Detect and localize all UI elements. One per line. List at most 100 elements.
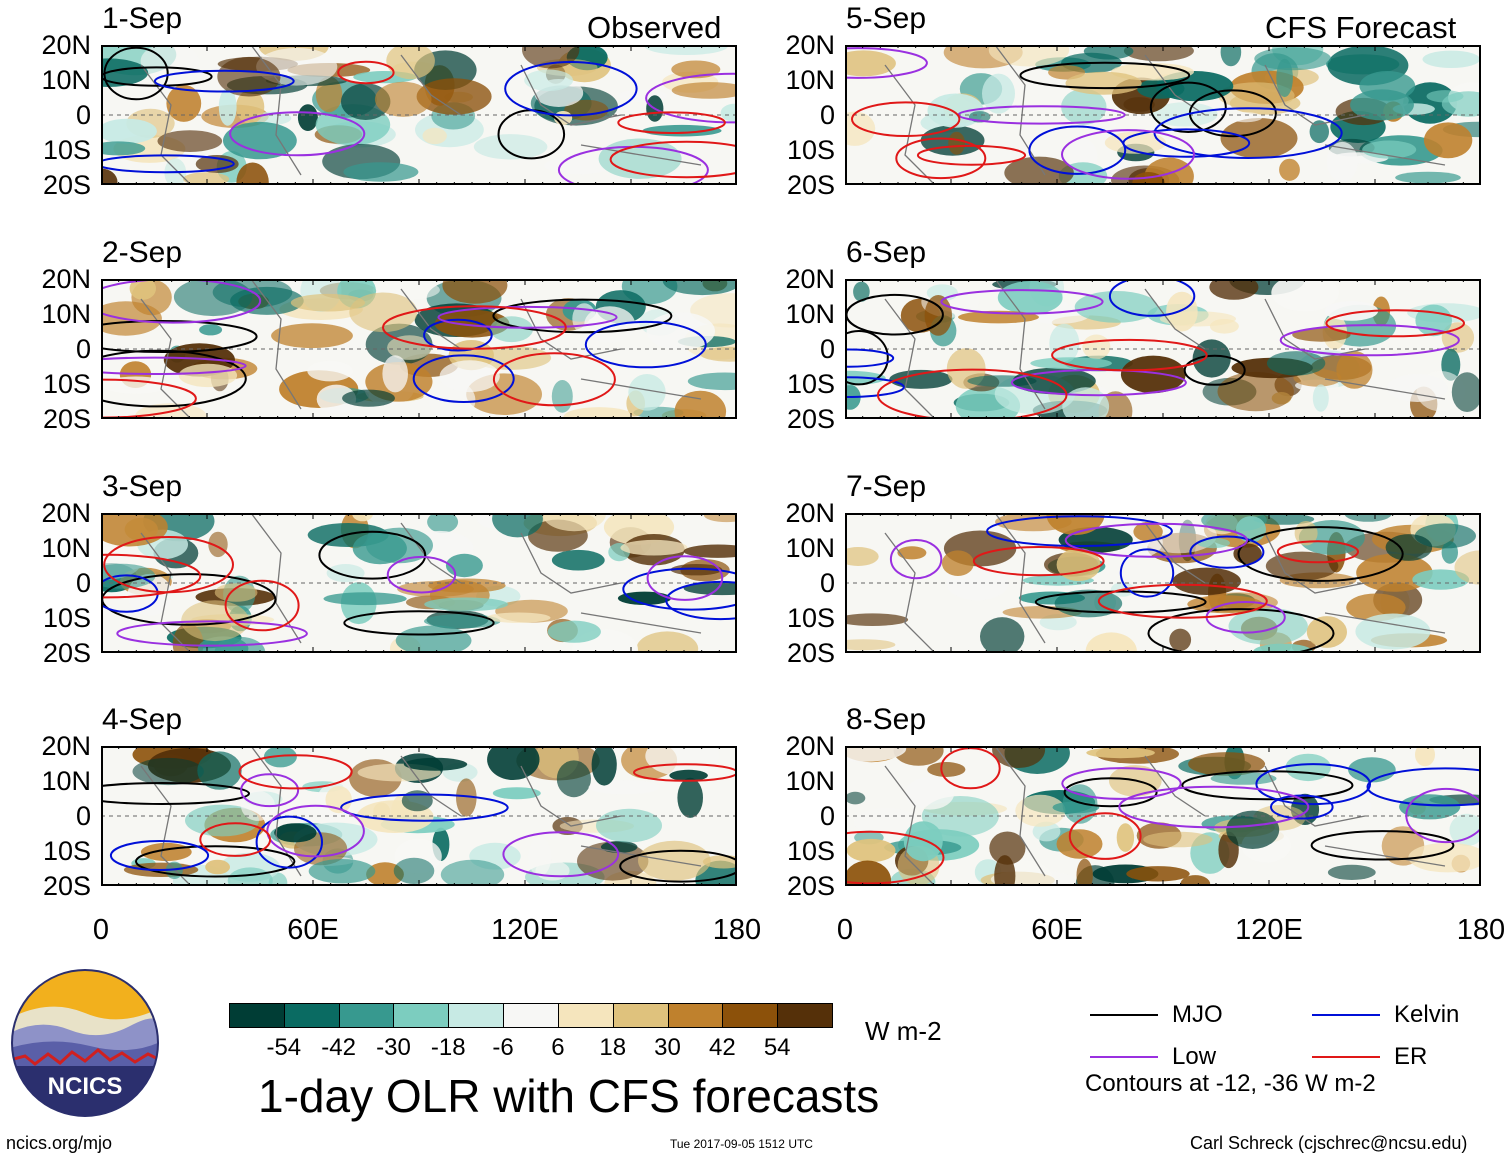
- panel-title-0-2: 3-Sep: [102, 470, 183, 503]
- legend-line-low: [1090, 1056, 1158, 1058]
- contour-kelvin: [1028, 125, 1127, 175]
- legend-label-er: ER: [1394, 1043, 1428, 1070]
- y-tick-1-3-1: 10N: [785, 766, 835, 796]
- olr-anomaly: [1326, 141, 1358, 182]
- olr-anomaly: [620, 539, 688, 556]
- colorbar-label: 54: [763, 1034, 791, 1061]
- y-tick-0-2-0: 20N: [41, 498, 91, 528]
- olr-anomaly: [989, 831, 1026, 865]
- olr-anomaly: [845, 547, 879, 566]
- olr-anomaly: [1030, 357, 1112, 370]
- y-tick-1-0-3: 10S: [786, 135, 835, 165]
- footer-author: Carl Schreck (cjschrec@ncsu.edu): [1190, 1133, 1468, 1153]
- olr-anomaly: [1120, 355, 1186, 394]
- y-tick-0-3-1: 10N: [41, 766, 91, 796]
- olr-anomaly: [992, 746, 1046, 768]
- olr-anomaly: [1218, 82, 1295, 109]
- olr-anomaly: [393, 857, 435, 884]
- contour-er: [224, 579, 300, 632]
- contour-er: [940, 747, 1001, 790]
- olr-anomaly: [1395, 171, 1461, 184]
- olr-anomaly: [845, 639, 896, 651]
- olr-anomaly: [596, 808, 662, 843]
- olr-anomaly: [101, 168, 118, 185]
- contour-kelvin: [255, 815, 324, 869]
- y-tick-0-1-2: 0: [75, 334, 91, 364]
- olr-anomaly: [889, 369, 953, 389]
- olr-anomaly: [1056, 829, 1103, 859]
- olr-anomaly: [584, 306, 636, 343]
- contour-er: [1068, 812, 1142, 860]
- olr-anomaly: [1159, 311, 1236, 327]
- olr-anomaly: [241, 790, 275, 821]
- olr-anomaly: [185, 804, 259, 837]
- contour-er: [617, 111, 726, 134]
- olr-anomaly: [307, 360, 354, 382]
- olr-anomaly: [903, 821, 943, 862]
- olr-anomaly: [1426, 90, 1464, 103]
- olr-anomaly: [927, 762, 966, 777]
- olr-anomaly: [427, 513, 459, 533]
- contour-mjo: [845, 330, 889, 386]
- panel-title-0-0: 1-Sep: [102, 2, 183, 35]
- olr-anomaly: [1123, 45, 1194, 62]
- y-tick-1-0-0: 20N: [785, 30, 835, 60]
- olr-anomaly: [456, 778, 477, 817]
- y-tick-1-1-4: 20S: [786, 404, 835, 434]
- olr-anomaly: [528, 837, 552, 877]
- olr-anomaly: [846, 838, 896, 863]
- olr-anomaly: [323, 592, 407, 606]
- contour-mjo: [492, 298, 673, 334]
- olr-anomaly: [387, 335, 433, 360]
- column-title-1: CFS Forecast: [1265, 10, 1457, 45]
- olr-anomaly: [542, 513, 606, 532]
- olr-anomaly: [471, 345, 552, 370]
- contour-kelvin: [622, 567, 737, 611]
- y-tick-1-1-3: 10S: [786, 369, 835, 399]
- olr-anomaly: [845, 791, 866, 805]
- olr-anomaly: [487, 746, 540, 780]
- olr-anomaly: [492, 787, 541, 800]
- contour-low: [240, 773, 300, 808]
- olr-map-0-3: [101, 746, 737, 886]
- contour-low: [101, 356, 247, 375]
- y-tick-1-0-2: 0: [819, 100, 835, 130]
- olr-anomaly: [1104, 131, 1166, 154]
- olr-anomaly: [157, 130, 223, 152]
- contour-kelvin: [584, 320, 707, 369]
- olr-anomaly: [473, 134, 548, 160]
- olr-map-1-3: [845, 746, 1481, 886]
- olr-anomaly: [199, 324, 223, 336]
- olr-anomaly: [366, 527, 433, 564]
- contour-er: [845, 830, 945, 885]
- olr-anomaly: [173, 279, 253, 317]
- y-tick-0-2-2: 0: [75, 568, 91, 598]
- y-tick-0-1-0: 20N: [41, 264, 91, 294]
- olr-anomaly: [101, 118, 157, 144]
- contour-kelvin: [1153, 107, 1343, 159]
- olr-anomaly: [636, 631, 699, 653]
- coastline: [884, 746, 1446, 886]
- contour-kelvin: [1270, 794, 1334, 820]
- olr-anomaly: [205, 859, 230, 875]
- x-tick-1-0: 0: [836, 914, 854, 946]
- olr-anomaly: [980, 617, 1025, 653]
- colorbar-label: -6: [492, 1034, 514, 1061]
- contour-kelvin: [665, 580, 737, 621]
- units-label: W m-2: [865, 1016, 942, 1046]
- contour-low: [116, 620, 308, 647]
- olr-anomaly: [101, 301, 162, 336]
- olr-anomaly: [132, 757, 204, 786]
- olr-anomaly: [290, 293, 365, 312]
- coastline: [140, 513, 702, 653]
- contour-er: [1276, 540, 1359, 564]
- contour-mjo: [1149, 81, 1227, 133]
- olr-anomaly: [183, 172, 230, 185]
- y-tick-0-2-4: 20S: [42, 638, 91, 668]
- contour-er: [609, 140, 737, 179]
- olr-anomaly: [424, 614, 501, 629]
- colorbar-swatch: [283, 1003, 340, 1028]
- olr-anomaly: [982, 73, 1015, 114]
- contour-kelvin: [504, 61, 638, 117]
- contour-mjo: [1063, 777, 1158, 808]
